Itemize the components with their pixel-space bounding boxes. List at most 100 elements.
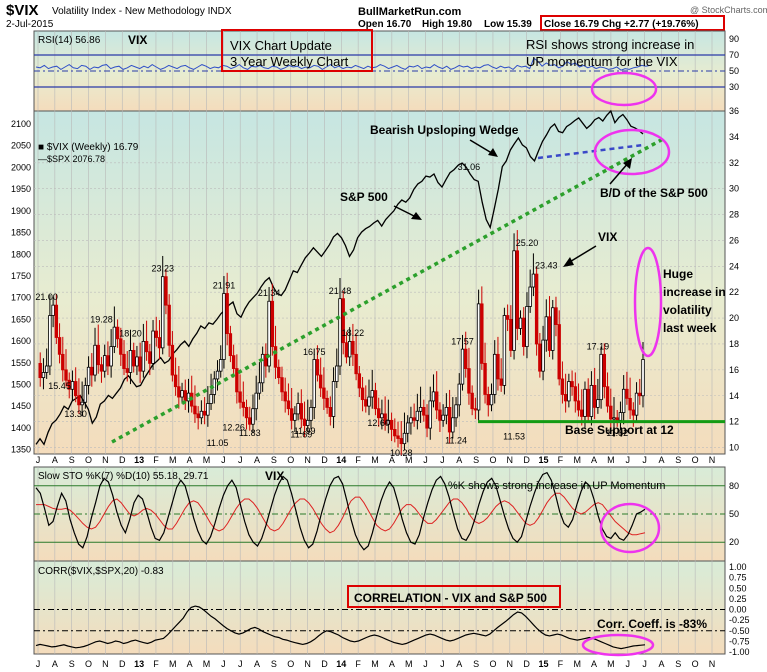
- vix-arrowhead: [563, 257, 574, 267]
- vix-data-label-15-45: 15.45: [48, 381, 71, 391]
- vix-candle-body: [325, 397, 329, 408]
- spx-y-tick: 2100: [11, 119, 31, 129]
- vix-candle-body: [354, 353, 358, 375]
- x-month-label: S: [473, 455, 479, 465]
- vix-candle-body: [499, 378, 503, 386]
- vix-candle-body: [86, 366, 91, 386]
- vix-y-tick: 12: [729, 417, 739, 427]
- vix-candle-body: [64, 369, 68, 381]
- vix-data-label-23-23: 23.23: [151, 263, 174, 273]
- vix-candle-body: [154, 330, 158, 338]
- vix-y-tick: 28: [729, 210, 739, 220]
- vix-candle-body: [177, 386, 181, 398]
- vix-data-label-12-26: 12.26: [222, 422, 245, 432]
- x-month-label: S: [69, 455, 75, 465]
- vix-candle-body: [106, 355, 110, 367]
- vix-data-label-25-20: 25.20: [516, 238, 539, 248]
- x-month-label: J: [626, 455, 631, 465]
- vix-candle-body: [412, 417, 416, 421]
- spx-y-tick: 1800: [11, 249, 31, 259]
- vix-candle-body: [489, 394, 494, 406]
- vix-candle-body: [467, 368, 471, 394]
- header-low: Low 15.39: [484, 19, 532, 30]
- wedge-highlight-ellipse: [593, 128, 671, 176]
- vix-candle-body: [570, 381, 574, 388]
- x-month-label: O: [287, 659, 294, 669]
- x-month-label: M: [371, 455, 379, 465]
- rsi-y-tick: 50: [729, 66, 739, 76]
- vix-candle-body: [57, 337, 62, 355]
- x-month-label: 14: [336, 659, 346, 669]
- x-month-label: A: [456, 455, 462, 465]
- vix-data-label-13-30: 13.30: [64, 409, 87, 419]
- vix-data-label-10-28: 10.28: [390, 448, 413, 458]
- vix-data-label-11-05: 11.05: [207, 438, 229, 448]
- vix-candle-body: [257, 382, 262, 394]
- x-month-label: 14: [336, 455, 346, 465]
- vix-candle-body: [161, 276, 165, 349]
- vix-candle-body: [157, 337, 162, 349]
- vix-candle-body: [515, 250, 519, 329]
- x-month-label: O: [489, 659, 496, 669]
- vix-y-tick: 26: [729, 235, 739, 245]
- x-month-label: J: [642, 659, 647, 669]
- x-month-label: 13: [134, 455, 144, 465]
- corr-y-tick: -1.00: [729, 647, 750, 657]
- vix-candle-body: [409, 417, 413, 424]
- vix-candle-body: [599, 353, 603, 401]
- corr-highlight-ellipse: [581, 633, 655, 657]
- corr-y-tick: -0.50: [729, 626, 750, 636]
- vix-candle-body: [280, 377, 284, 393]
- vix-candle-body: [125, 368, 129, 373]
- vix-candle-body: [338, 298, 342, 367]
- vix-candle-body: [186, 392, 191, 402]
- vix-data-label-18-20: 18.20: [119, 328, 142, 338]
- header-open: Open 16.70: [358, 19, 412, 30]
- vix-candle-body: [286, 400, 291, 410]
- spx-y-tick: 1900: [11, 206, 31, 216]
- spx-y-tick: 2050: [11, 141, 31, 151]
- x-month-label: J: [440, 659, 445, 669]
- vix-candle-body: [141, 340, 146, 372]
- vix-data-label-21-34: 21.34: [258, 288, 281, 298]
- x-month-label: D: [523, 455, 530, 465]
- vix-candle-body: [576, 400, 581, 411]
- vix-candle-body: [641, 359, 645, 397]
- corr-line: [35, 605, 646, 650]
- spx-y-tick: 1350: [11, 445, 31, 455]
- vix-series-legend: ■ $VIX (Weekly) 16.79: [38, 142, 139, 153]
- x-month-label: N: [709, 455, 716, 465]
- vix-y-tick: 24: [729, 261, 739, 271]
- vix-candle-body: [383, 413, 387, 425]
- vix-candle-body: [444, 407, 449, 416]
- x-month-label: A: [591, 659, 597, 669]
- vix-candle-body: [502, 315, 507, 386]
- vix-candle-body: [61, 353, 65, 371]
- vix-label: VIX: [598, 230, 617, 244]
- vix-candle-body: [454, 404, 458, 419]
- corr-y-tick: 0.75: [729, 573, 747, 583]
- vix-candle-body: [102, 355, 107, 372]
- x-month-label: M: [169, 455, 177, 465]
- vix-candle-body: [483, 362, 487, 395]
- vix-candle-body: [534, 273, 539, 345]
- vix-candle-body: [628, 397, 632, 411]
- vix-candle-body: [625, 388, 629, 399]
- corr-y-tick: 0.25: [729, 594, 747, 604]
- x-month-label: F: [558, 455, 564, 465]
- vix-y-tick: 20: [729, 313, 739, 323]
- vix-y-tick: 30: [729, 184, 739, 194]
- vix-candle-body: [138, 356, 142, 372]
- spx-label: S&P 500: [340, 190, 388, 204]
- huge-line3: volatility: [663, 303, 712, 317]
- x-month-label: A: [456, 659, 462, 669]
- vix-y-tick: 18: [729, 339, 739, 349]
- vix-candle-body: [496, 353, 500, 380]
- header-source: BullMarketRun.com: [358, 6, 462, 18]
- vix-candle-body: [48, 315, 52, 367]
- rsi-y-tick: 30: [729, 82, 739, 92]
- vix-candle-body: [193, 405, 197, 415]
- vix-candle-body: [196, 413, 200, 419]
- vix-candle-body: [605, 386, 610, 407]
- x-month-label: D: [321, 455, 328, 465]
